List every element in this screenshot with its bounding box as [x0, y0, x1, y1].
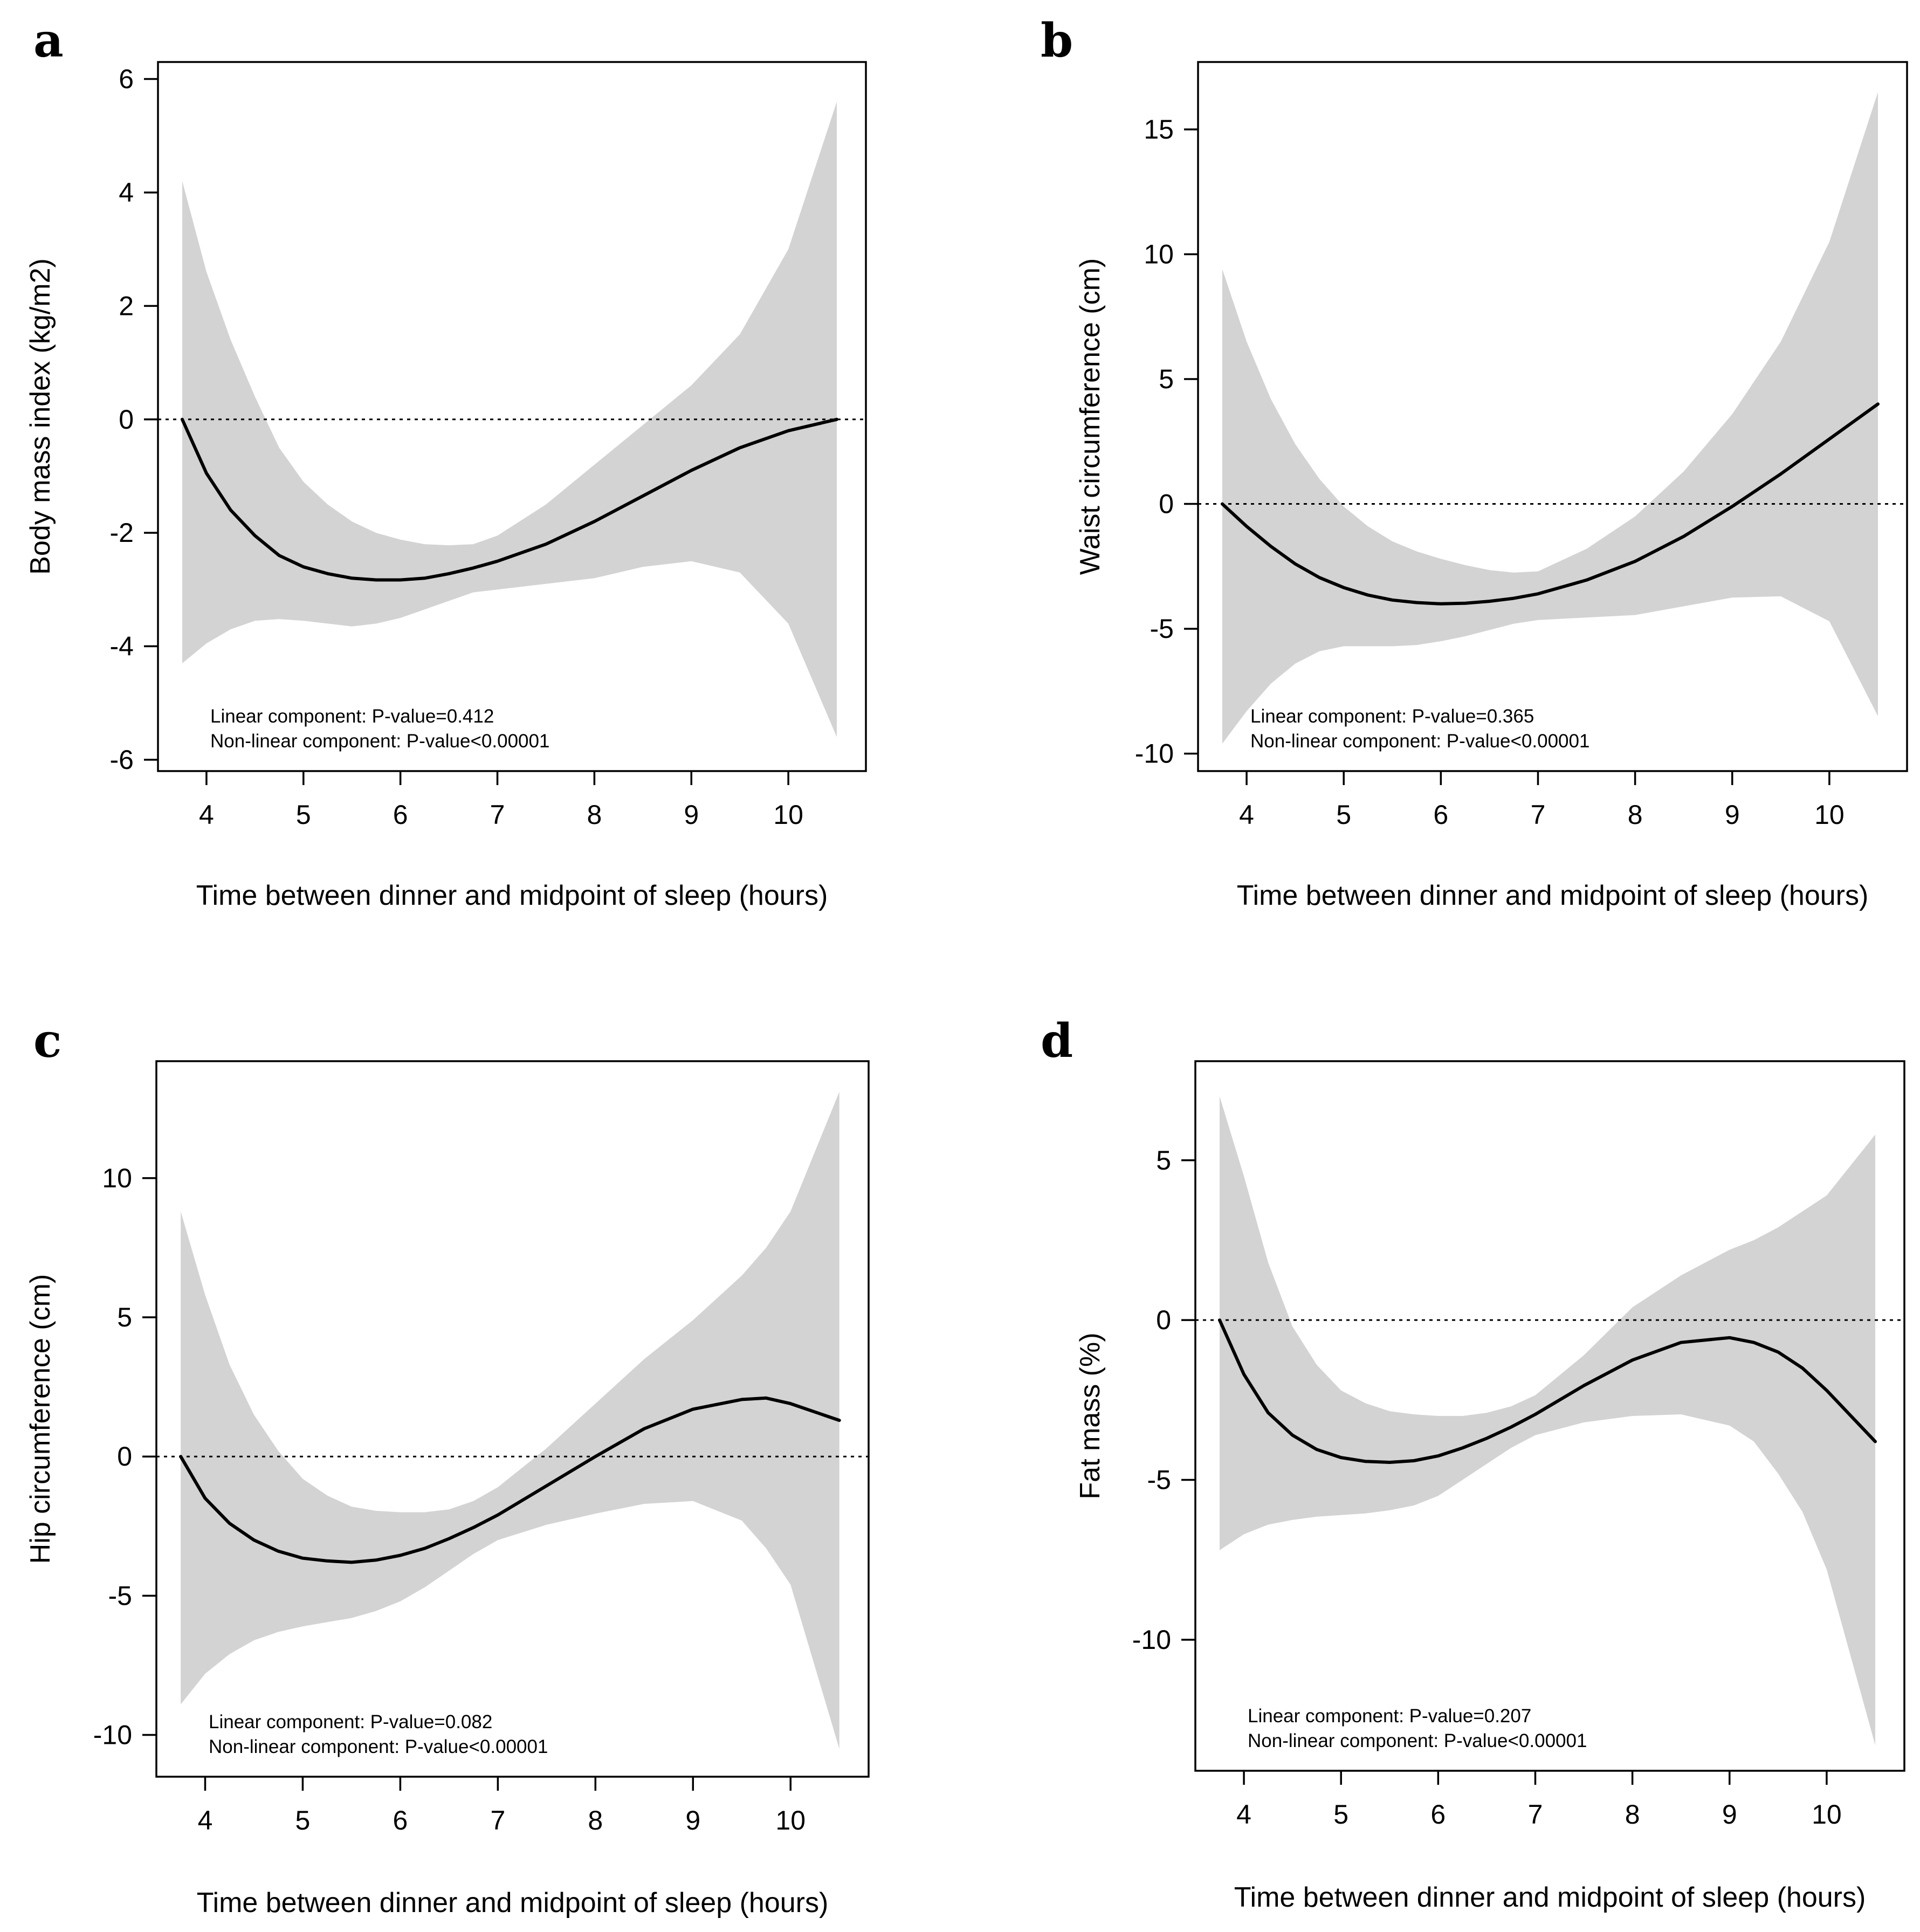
y-tick-label: -2 [110, 518, 134, 548]
annotation-linear: Linear component: P-value=0.082 [209, 1711, 492, 1732]
x-tick-label: 7 [1531, 800, 1546, 830]
y-tick-label: -5 [1147, 1465, 1171, 1495]
annotation-nonlinear: Non-linear component: P-value<0.00001 [1248, 1730, 1587, 1751]
y-tick-label: 5 [1159, 364, 1174, 394]
x-tick-label: 4 [1236, 1799, 1251, 1830]
y-tick-label: 5 [117, 1302, 132, 1332]
estimate-line [179, 1396, 841, 1564]
y-tick-label: 0 [1159, 489, 1174, 519]
x-tick-label: 8 [588, 1805, 603, 1835]
annotation-nonlinear: Non-linear component: P-value<0.00001 [210, 731, 549, 752]
y-tick-label: -10 [1135, 739, 1174, 769]
x-axis-title: Time between dinner and midpoint of slee… [1234, 1882, 1866, 1913]
y-axis-title: Waist circumference (cm) [1075, 258, 1106, 575]
x-tick-label: 8 [1625, 1799, 1640, 1830]
annotation-linear: Linear component: P-value=0.412 [210, 706, 494, 727]
x-tick-label: 5 [296, 800, 311, 830]
x-tick-label: 7 [490, 1805, 505, 1835]
estimate-line [1218, 1318, 1877, 1464]
x-tick-label: 5 [1333, 1799, 1348, 1830]
y-tick-label: 10 [102, 1163, 132, 1193]
x-tick-label: 9 [1722, 1799, 1737, 1830]
panel-letter: d [1041, 1014, 1073, 1068]
x-tick-label: 4 [198, 1805, 213, 1835]
panel-a: a Time between dinner and midpoint of sl… [25, 13, 867, 911]
annotation-linear: Linear component: P-value=0.365 [1250, 706, 1534, 727]
x-axis-title: Time between dinner and midpoint of slee… [196, 880, 828, 911]
y-tick-label: 6 [119, 64, 134, 94]
y-tick-label: -10 [1132, 1625, 1171, 1655]
plot-frame [157, 61, 867, 772]
y-axis-title: Fat mass (%) [1075, 1332, 1106, 1499]
x-tick-label: 10 [775, 1805, 806, 1835]
y-tick-label: 0 [119, 404, 134, 435]
x-tick-label: 9 [1725, 800, 1740, 830]
y-axis-title: Body mass index (kg/m2) [25, 258, 56, 575]
x-tick-label: 7 [490, 800, 505, 830]
confidence-band [1220, 1096, 1875, 1745]
annotation-nonlinear: Non-linear component: P-value<0.00001 [1250, 731, 1589, 752]
y-tick-label: 10 [1144, 239, 1174, 270]
confidence-band [1222, 92, 1878, 744]
x-tick-label: 5 [295, 1805, 311, 1835]
x-tick-label: 9 [685, 1805, 700, 1835]
x-tick-label: 6 [393, 1805, 408, 1835]
annotation-linear: Linear component: P-value=0.207 [1248, 1706, 1531, 1727]
panel-b: b Time between dinner and midpoint of sl… [1041, 13, 1908, 911]
x-tick-label: 4 [199, 800, 214, 830]
plot-frame [1194, 1060, 1905, 1772]
x-tick-label: 6 [393, 800, 408, 830]
y-tick-label: -5 [1150, 614, 1174, 644]
y-tick-label: -5 [108, 1580, 132, 1611]
plot-frame [155, 1060, 870, 1778]
y-tick-label: 0 [1156, 1305, 1171, 1335]
panel-letter: c [33, 1014, 61, 1068]
y-tick-label: -4 [110, 631, 134, 662]
x-tick-label: 6 [1430, 1799, 1446, 1830]
x-tick-label: 4 [1239, 800, 1254, 830]
y-tick-label: -6 [110, 745, 134, 775]
estimate-line [181, 417, 838, 582]
x-tick-label: 9 [684, 800, 699, 830]
panel-c: c Time between dinner and midpoint of sl… [25, 1014, 870, 1919]
x-tick-label: 8 [587, 800, 602, 830]
annotation-nonlinear: Non-linear component: P-value<0.00001 [209, 1736, 548, 1757]
x-tick-label: 7 [1528, 1799, 1543, 1830]
y-axis-title: Hip circumference (cm) [25, 1274, 56, 1564]
plot-frame [1197, 61, 1908, 772]
x-axis-title: Time between dinner and midpoint of slee… [1237, 880, 1869, 911]
x-tick-label: 8 [1628, 800, 1643, 830]
panel-letter: b [1041, 13, 1073, 68]
x-tick-label: 6 [1433, 800, 1448, 830]
y-tick-label: 5 [1156, 1145, 1171, 1175]
y-tick-label: 2 [119, 291, 134, 321]
panel-d: d Time between dinner and midpoint of sl… [1041, 1014, 1905, 1913]
confidence-band [181, 1091, 839, 1749]
x-tick-label: 10 [1812, 1799, 1842, 1830]
x-tick-label: 5 [1336, 800, 1351, 830]
y-tick-label: 0 [117, 1441, 132, 1472]
y-tick-label: 4 [119, 177, 134, 208]
y-tick-label: 15 [1144, 114, 1174, 145]
x-tick-label: 10 [773, 800, 803, 830]
estimate-line [1221, 402, 1880, 606]
y-tick-label: -10 [93, 1720, 132, 1750]
x-axis-title: Time between dinner and midpoint of slee… [197, 1887, 829, 1919]
panel-letter: a [33, 13, 64, 68]
x-tick-label: 10 [1814, 800, 1845, 830]
